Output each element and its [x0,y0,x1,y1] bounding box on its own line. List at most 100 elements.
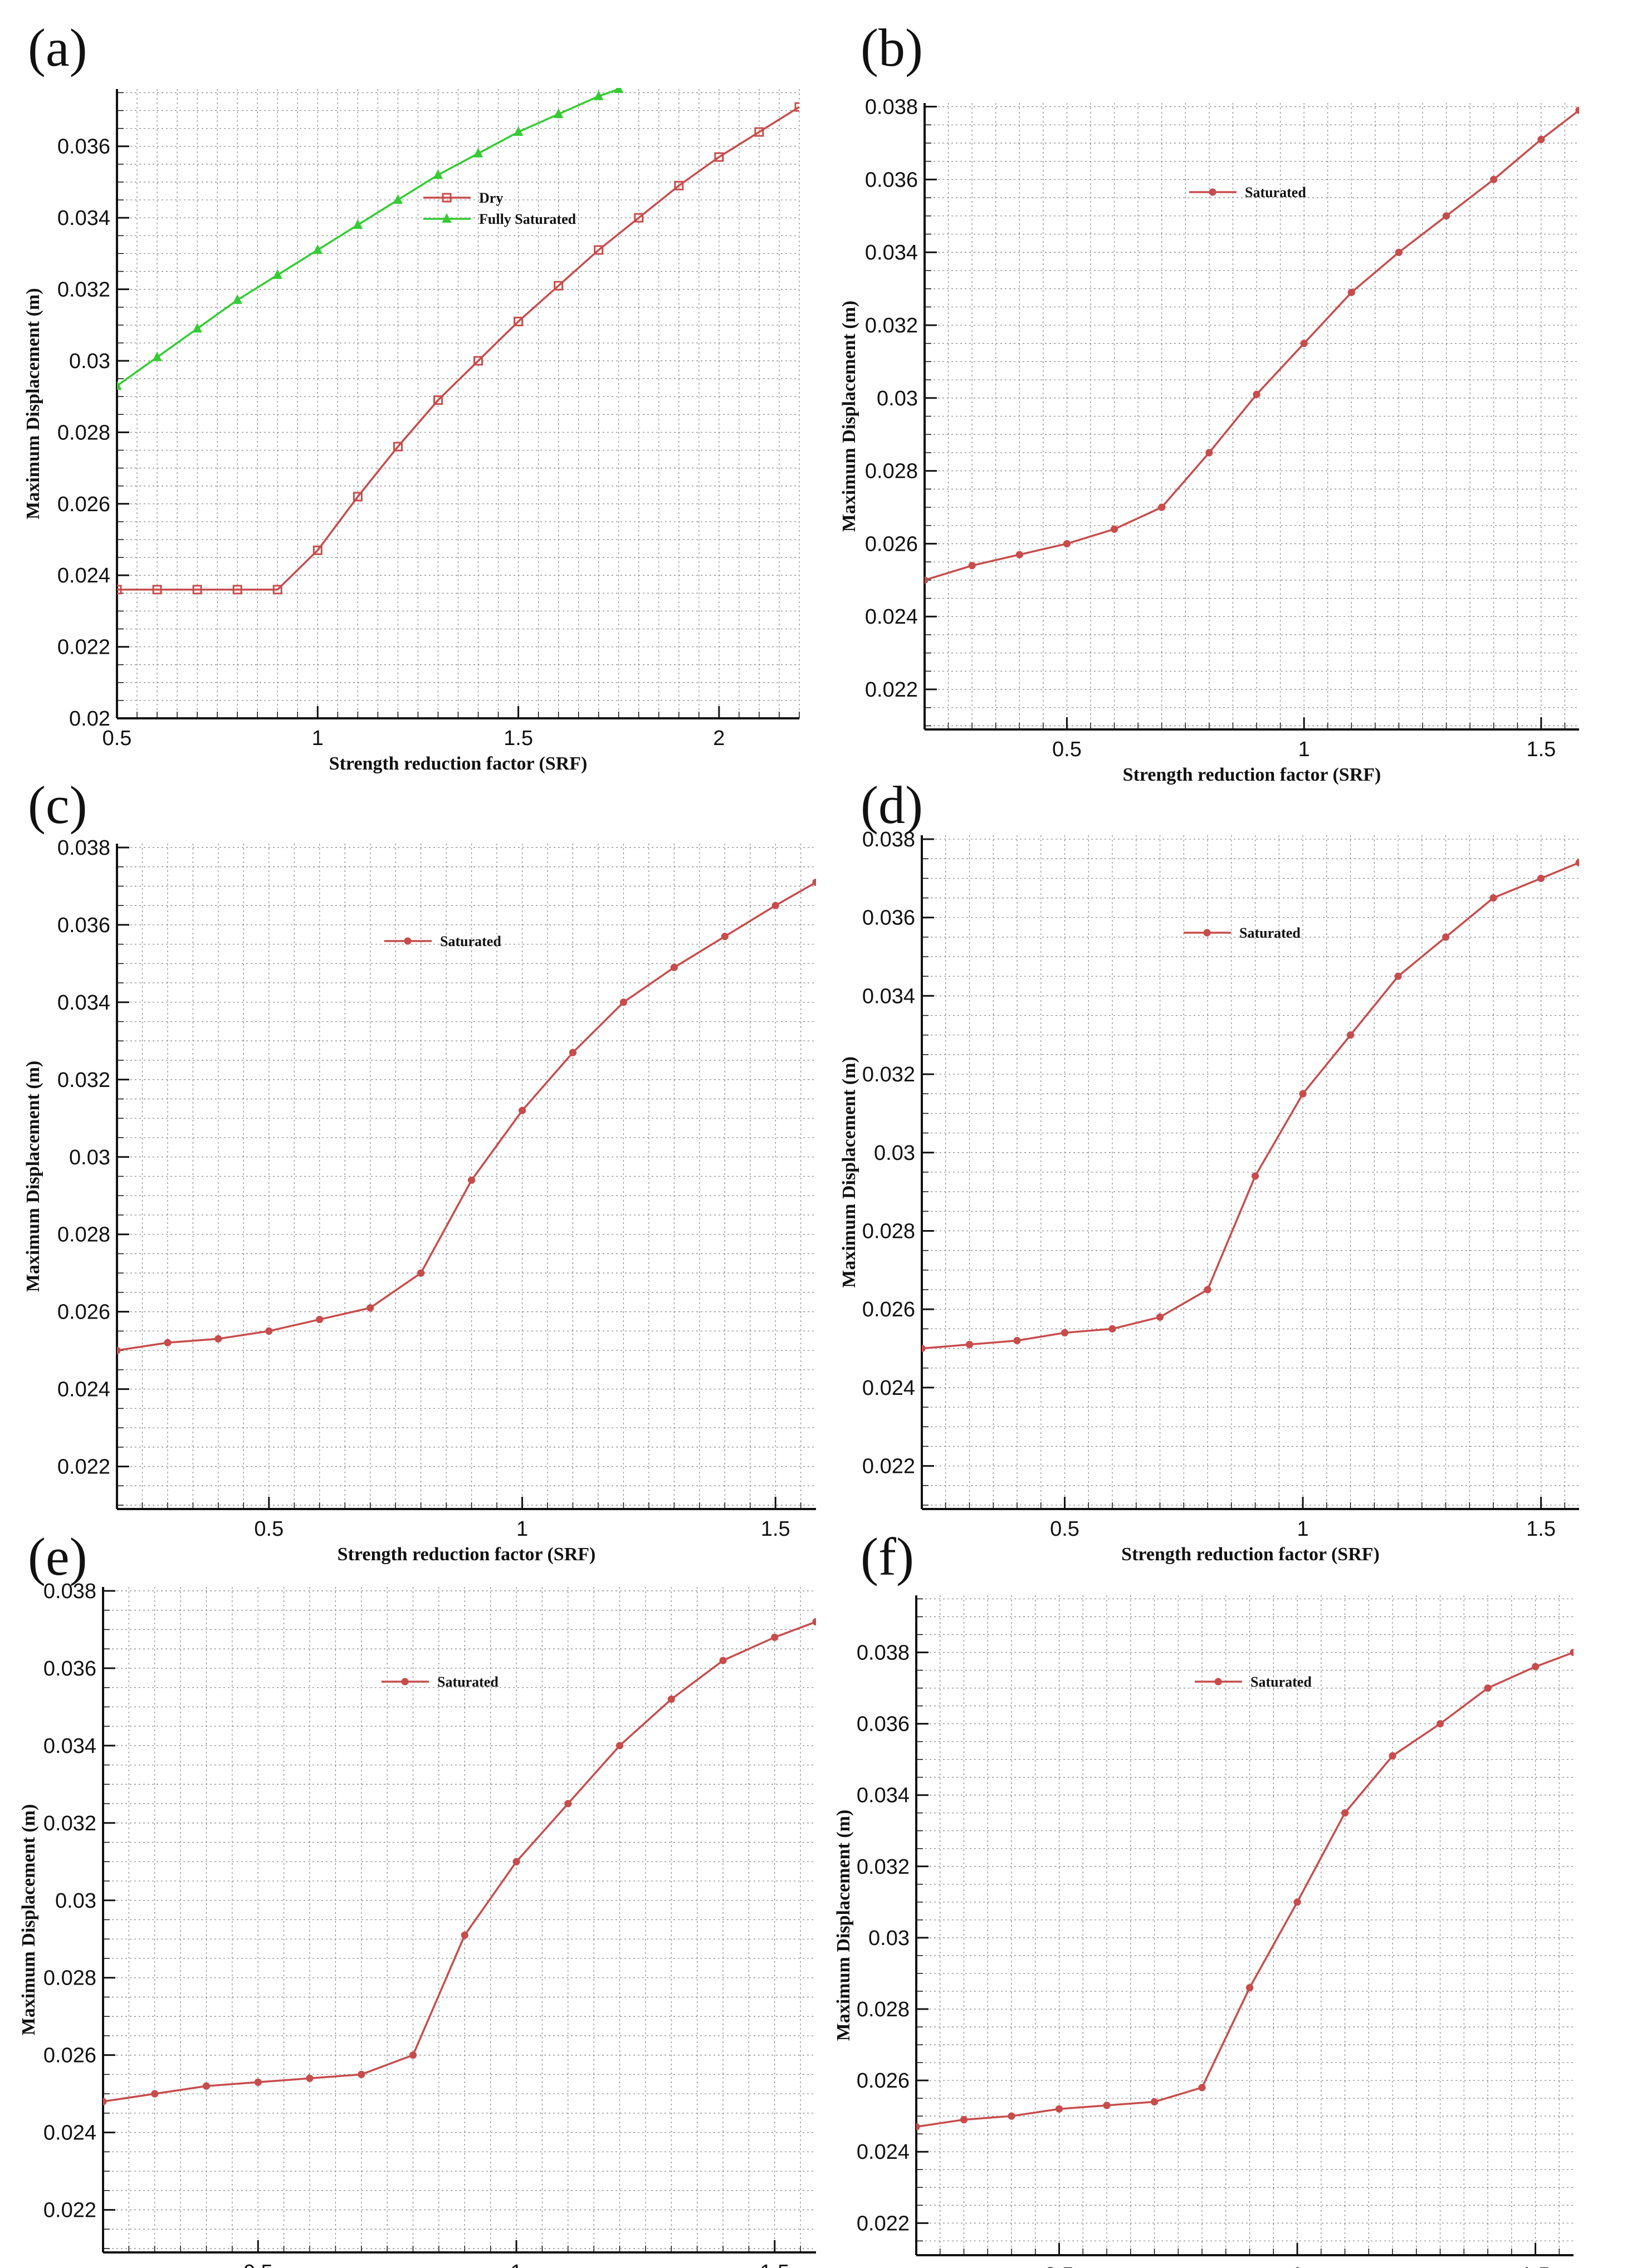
x-tick-label: 1.5 [1526,1517,1556,1541]
data-point [1575,859,1579,866]
data-point [1570,1648,1574,1657]
chart-panel-c: (c) 0.5 1 1.5 0.022 0.024 0.026 0.028 0.03 0.032… [0,763,816,1565]
legend-label: Dry [479,190,503,206]
data-point [433,395,443,405]
data-point [1245,1983,1254,1992]
x-tick-label: 1 [1297,1517,1308,1541]
data-point [409,2051,417,2059]
y-tick-label: 0.028 [857,1998,910,2021]
data-point [1537,135,1545,144]
data-point [1063,540,1071,548]
y-tick-label: 0.03 [874,1142,915,1165]
y-tick-label: 0.03 [868,1927,910,1950]
data-point [1395,248,1403,256]
series-group [103,1618,816,2105]
x-axis-title: Strength reduction factor (SRF) [1123,765,1381,785]
y-tick-label: 0.026 [865,532,918,556]
y-tick-label: 0.034 [43,1735,96,1758]
y-tick-label: 0.032 [857,1855,910,1879]
data-point [401,1678,409,1686]
data-point [306,2074,314,2082]
data-point [1013,1336,1021,1345]
data-point [965,1340,974,1349]
data-point [151,2090,159,2098]
panel-label: (e) [28,1527,87,1586]
data-point [925,576,929,584]
data-point [1198,2084,1206,2091]
y-tick-label: 0.036 [857,1713,910,1736]
data-point [674,180,684,190]
y-tick-label: 0.036 [865,168,918,192]
x-tick-label: 1 [516,1517,528,1541]
y-tick-label: 0.036 [57,914,110,937]
data-point [634,213,644,223]
y-tick-label: 0.034 [57,207,110,230]
x-tick-label: 1 [312,727,324,750]
data-point [1389,1752,1396,1760]
data-point [265,1327,273,1335]
series-group [925,106,1579,584]
y-tick-label: 0.022 [865,678,918,702]
data-point [1575,106,1579,114]
series-group [117,878,816,1354]
legend-label: Saturated [440,933,501,949]
data-point [960,2115,968,2124]
y-tick-label: 0.024 [857,2140,910,2164]
y-tick-label: 0.032 [57,278,110,302]
y-axis-title: Maximum Displacement (m) [18,1804,39,2035]
data-point [1150,2098,1159,2106]
data-point [312,244,323,254]
data-point [569,1049,577,1056]
data-point [1015,551,1023,559]
data-point [442,193,452,203]
x-axis-title: Strength reduction factor (SRF) [338,1544,596,1565]
y-tick-label: 0.036 [43,1657,96,1681]
data-point [254,2078,262,2086]
data-point [1341,1809,1349,1817]
y-axis-title: Maximum Displacement (m) [839,1056,859,1287]
data-point [1103,2102,1111,2109]
x-tick-label: 2 [713,727,725,750]
panel-label: (f) [861,1527,914,1586]
data-point [353,219,363,229]
data-point [594,245,604,255]
y-tick-label: 0.036 [57,135,110,159]
legend-label: Saturated [437,1674,499,1690]
y-axis-title: Maximum Displacement (m) [833,1810,854,2041]
data-point [117,1346,121,1354]
data-point [594,90,604,100]
data-point [719,1657,727,1664]
y-tick-label: 0.028 [862,1220,915,1243]
x-tick-label: 0.5 [243,2261,273,2268]
y-tick-label: 0.032 [865,314,918,337]
x-axis-title: Strength reduction factor (SRF) [329,753,588,774]
x-tick-label: 1.5 [1526,738,1556,761]
y-tick-label: 0.032 [862,1063,915,1086]
y-tick-label: 0.026 [57,493,110,516]
data-point [117,380,122,390]
y-tick-label: 0.022 [862,1455,915,1478]
data-point [916,2123,920,2131]
series-line [925,109,1579,581]
data-point [192,322,202,333]
chart-panel-f: (f) 0.5 1 1.5 0.022 0.024 0.026 0.028 0.03 0.032… [816,1515,1632,2268]
y-tick-label: 0.038 [862,828,915,851]
data-point [771,1633,779,1641]
y-tick-label: 0.028 [57,1223,110,1247]
data-point [1394,972,1402,980]
data-point [554,108,564,118]
y-tick-label: 0.024 [865,605,918,629]
data-point [316,1315,324,1324]
data-point [812,878,816,886]
legend-label: Saturated [1250,1674,1312,1690]
y-tick-label: 0.024 [57,564,110,587]
data-point [794,102,799,112]
x-tick-label: 1.5 [760,2261,789,2268]
data-point [232,294,242,304]
data-point [1293,1898,1301,1906]
x-tick-label: 1 [510,2261,522,2268]
data-point [614,88,624,93]
data-point [164,1339,172,1346]
data-point [358,2070,365,2079]
y-tick-label: 0.032 [57,1069,110,1092]
